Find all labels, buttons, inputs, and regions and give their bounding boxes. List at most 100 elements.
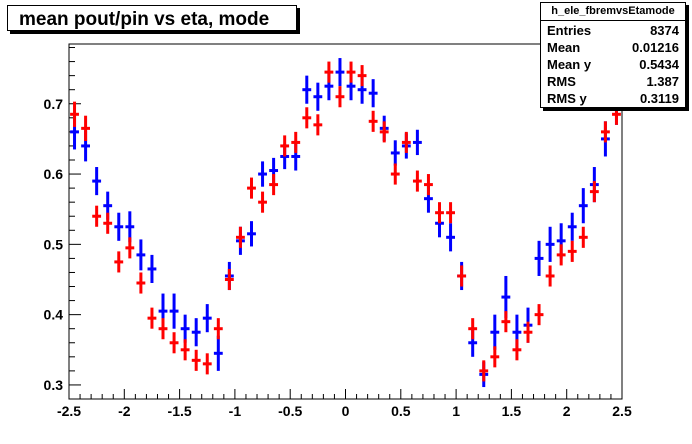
data-point [545, 265, 555, 287]
data-point [335, 58, 345, 87]
data-point [269, 174, 279, 196]
data-point [180, 339, 190, 361]
axis-ticks [68, 47, 623, 400]
data-point [92, 167, 102, 196]
stats-row-entries: Entries 8374 [547, 23, 679, 41]
data-point [280, 135, 290, 157]
x-tick-label: 2.5 [612, 403, 632, 419]
data-point [92, 205, 102, 227]
data-point [335, 86, 345, 108]
data-point [202, 353, 212, 375]
data-point [424, 174, 433, 196]
data-point [379, 121, 389, 143]
x-tick-label: 1 [452, 403, 460, 419]
data-point [136, 272, 146, 294]
x-tick-label: 0 [342, 403, 350, 419]
x-tick-label: 0.5 [391, 403, 411, 419]
plot-frame [68, 43, 623, 400]
data-point [435, 202, 444, 224]
data-point [213, 318, 223, 340]
stats-histogram-name: h_ele_fbremvsEtamode [541, 3, 685, 21]
data-point [534, 240, 544, 276]
data-point [136, 239, 146, 271]
x-tick-label: 2 [563, 403, 571, 419]
data-point [567, 240, 577, 262]
stats-key: Mean y [547, 57, 592, 72]
data-point [158, 318, 168, 340]
stats-value: 1.387 [646, 74, 679, 89]
x-tick-label: -1 [229, 403, 242, 419]
stats-row-rms: RMS 1.387 [547, 74, 679, 92]
data-point [490, 314, 500, 350]
data-series [70, 58, 621, 388]
data-point [313, 114, 323, 136]
stats-row-mean: Mean 0.01216 [547, 40, 679, 58]
data-point [302, 75, 312, 104]
data-point [302, 107, 312, 129]
x-tick-label: -0.5 [278, 403, 302, 419]
stats-key: Mean [547, 40, 581, 55]
data-point [247, 177, 256, 199]
data-point [534, 304, 544, 326]
stats-value: 8374 [650, 23, 679, 38]
data-point [147, 307, 157, 329]
series [70, 61, 621, 382]
stats-value: 0.3119 [639, 91, 679, 106]
data-point [501, 311, 511, 333]
y-tick-label: 0.6 [44, 166, 64, 182]
y-tick-label: 0.4 [44, 307, 64, 323]
data-point [490, 346, 500, 368]
data-point [479, 360, 489, 382]
data-point [412, 129, 422, 156]
data-point [457, 265, 467, 287]
data-point [324, 61, 334, 83]
data-point [258, 161, 267, 187]
data-point [390, 163, 400, 185]
data-point [523, 321, 533, 343]
chart-title: mean pout/pin vs eta, mode [19, 9, 270, 30]
axis-tick-labels: -2.5 -2 -1.5 -1 -0.5 0 0.5 1 1.5 2 2.5 0.3 0.4 0.5 0.6… [44, 96, 632, 419]
y-tick-label: 0.7 [44, 96, 64, 112]
y-tick-label: 0.3 [44, 377, 64, 393]
data-point [236, 226, 245, 248]
data-point [70, 101, 79, 127]
data-point [446, 223, 455, 252]
data-point [213, 335, 223, 371]
stats-key: Entries [547, 23, 592, 38]
chart-title-box: mean pout/pin vs eta, mode [7, 5, 297, 31]
data-point [103, 212, 113, 234]
stats-row-mean-y: Mean y 0.5434 [547, 57, 679, 75]
data-point [368, 110, 378, 132]
data-point [114, 251, 124, 273]
x-tick-label: -2 [118, 403, 131, 419]
data-point [545, 226, 555, 262]
data-point [556, 244, 566, 266]
data-point [578, 226, 588, 248]
data-point [313, 82, 323, 111]
data-point [114, 212, 124, 241]
data-point [169, 332, 179, 354]
data-point [291, 131, 301, 153]
data-point [368, 79, 378, 108]
data-point [81, 115, 91, 142]
stats-row-rms-y: RMS y 0.3119 [547, 91, 679, 109]
data-point [401, 131, 411, 153]
data-point [390, 140, 400, 166]
data-point [169, 293, 179, 329]
data-point [147, 254, 157, 284]
stats-value: 0.5434 [639, 57, 679, 72]
data-point [191, 349, 201, 371]
stats-value: 0.01216 [632, 40, 679, 55]
data-point [589, 181, 599, 203]
data-point [412, 170, 422, 192]
data-point [202, 304, 212, 333]
data-point [346, 61, 356, 83]
x-tick-label: -2.5 [57, 403, 81, 419]
stats-key: RMS y [547, 91, 587, 106]
x-tick-label: -1.5 [168, 403, 192, 419]
data-point [357, 65, 367, 87]
data-point [125, 237, 135, 259]
y-tick-label: 0.5 [44, 236, 64, 252]
data-point [247, 221, 256, 247]
